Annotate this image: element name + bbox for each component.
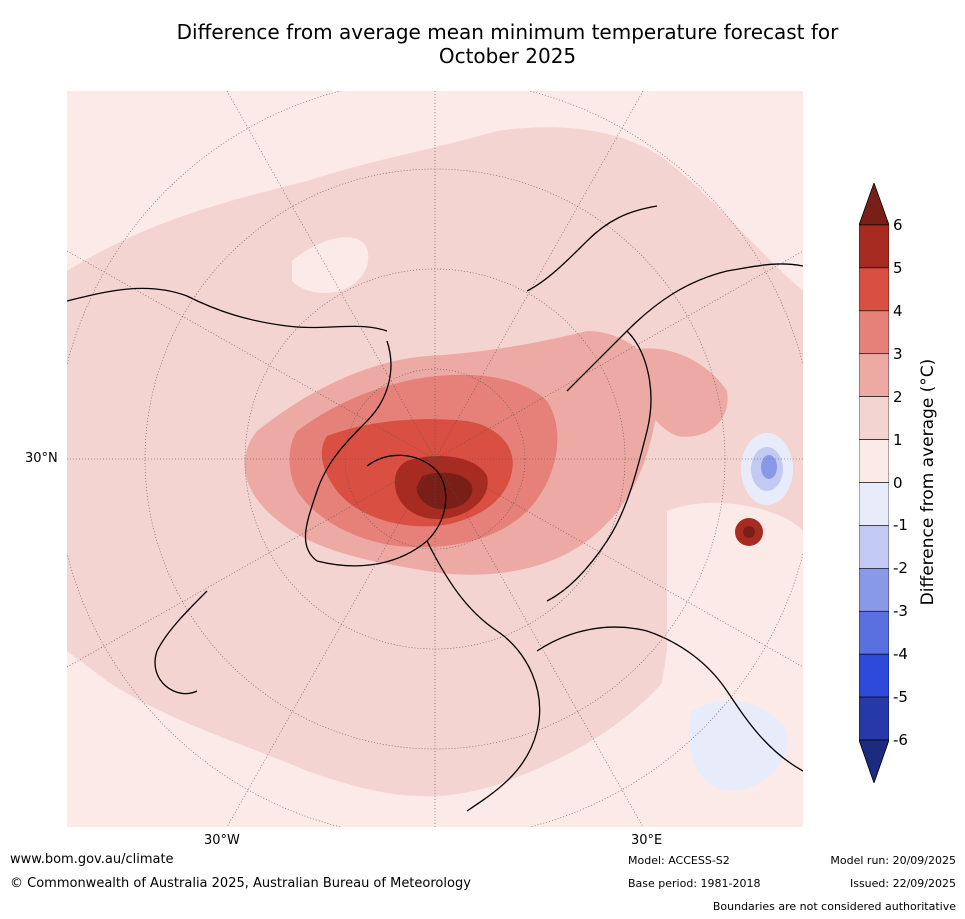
title-line-2: October 2025 — [438, 44, 577, 68]
graticule — [67, 91, 803, 827]
anomaly-2-3-siberia — [627, 348, 728, 437]
colorbar-over-triangle — [859, 183, 889, 226]
colorbar — [859, 183, 889, 783]
colorbar-tick: 4 — [893, 301, 903, 320]
lat-label-30n: 30°N — [25, 451, 58, 466]
coastlines — [67, 205, 803, 812]
footer-model-run: Model run: 20/09/2025 — [830, 854, 956, 867]
footer-disclaimer: Boundaries are not considered authoritat… — [712, 900, 956, 913]
colorbar-segment-m1_0 — [859, 482, 889, 526]
colorbar-tick: -6 — [893, 731, 908, 749]
colorbar-tick: 1 — [893, 430, 903, 449]
anomaly-negative-region-south — [688, 700, 788, 791]
colorbar-under-triangle — [859, 739, 889, 783]
colorbar-segments — [859, 224, 889, 741]
lon-label-30e: 30°E — [631, 833, 663, 848]
colorbar-segment-m3_m2 — [859, 568, 889, 612]
colorbar-segment-0_1 — [859, 439, 889, 483]
colorbar-tick: 2 — [893, 387, 903, 406]
title-line-1: Difference from average mean minimum tem… — [176, 20, 839, 44]
footer-issued: Issued: 22/09/2025 — [849, 877, 956, 890]
forecast-map[interactable] — [67, 91, 803, 827]
colorbar-segment-m6_m5 — [859, 696, 889, 741]
colorbar-segment-m2_m1 — [859, 525, 889, 569]
colorbar-segment-4_5 — [859, 267, 889, 312]
colorbar-tick: 3 — [893, 344, 903, 363]
colorbar-segment-1_2 — [859, 396, 889, 440]
colorbar-tick: -4 — [893, 645, 908, 664]
colorbar-tick: -2 — [893, 559, 908, 578]
footer-url[interactable]: www.bom.gov.au/climate — [10, 852, 174, 867]
lon-label-30w: 30°W — [204, 833, 240, 848]
colorbar-segment-5_6 — [859, 224, 889, 269]
colorbar-tick: -5 — [893, 688, 908, 707]
colorbar-segment-m4_m3 — [859, 610, 889, 655]
chart-title: Difference from average mean minimum tem… — [60, 20, 955, 68]
colorbar-tick: -3 — [893, 602, 908, 621]
colorbar-tick: 5 — [893, 258, 903, 277]
anomaly-0-1-pocket-west — [292, 237, 369, 293]
footer-copyright: © Commonwealth of Australia 2025, Austra… — [10, 876, 471, 891]
colorbar-segment-m5_m4 — [859, 653, 889, 698]
colorbar-segment-2_3 — [859, 353, 889, 397]
footer-model: Model: ACCESS-S2 — [628, 854, 730, 867]
colorbar-tick: 6 — [893, 216, 903, 234]
colorbar-tick: -1 — [893, 516, 908, 535]
colorbar-tick: 0 — [893, 473, 903, 492]
anomaly-above-6-core — [416, 472, 473, 510]
footer-base-period: Base period: 1981-2018 — [628, 877, 761, 890]
map-svg — [67, 91, 803, 827]
anomaly-hotspot-east-core — [743, 526, 755, 538]
colorbar-segment-3_4 — [859, 310, 889, 355]
anomaly-negative-pocket-core — [761, 455, 777, 479]
colorbar-label: Difference from average (°C) — [918, 358, 938, 606]
